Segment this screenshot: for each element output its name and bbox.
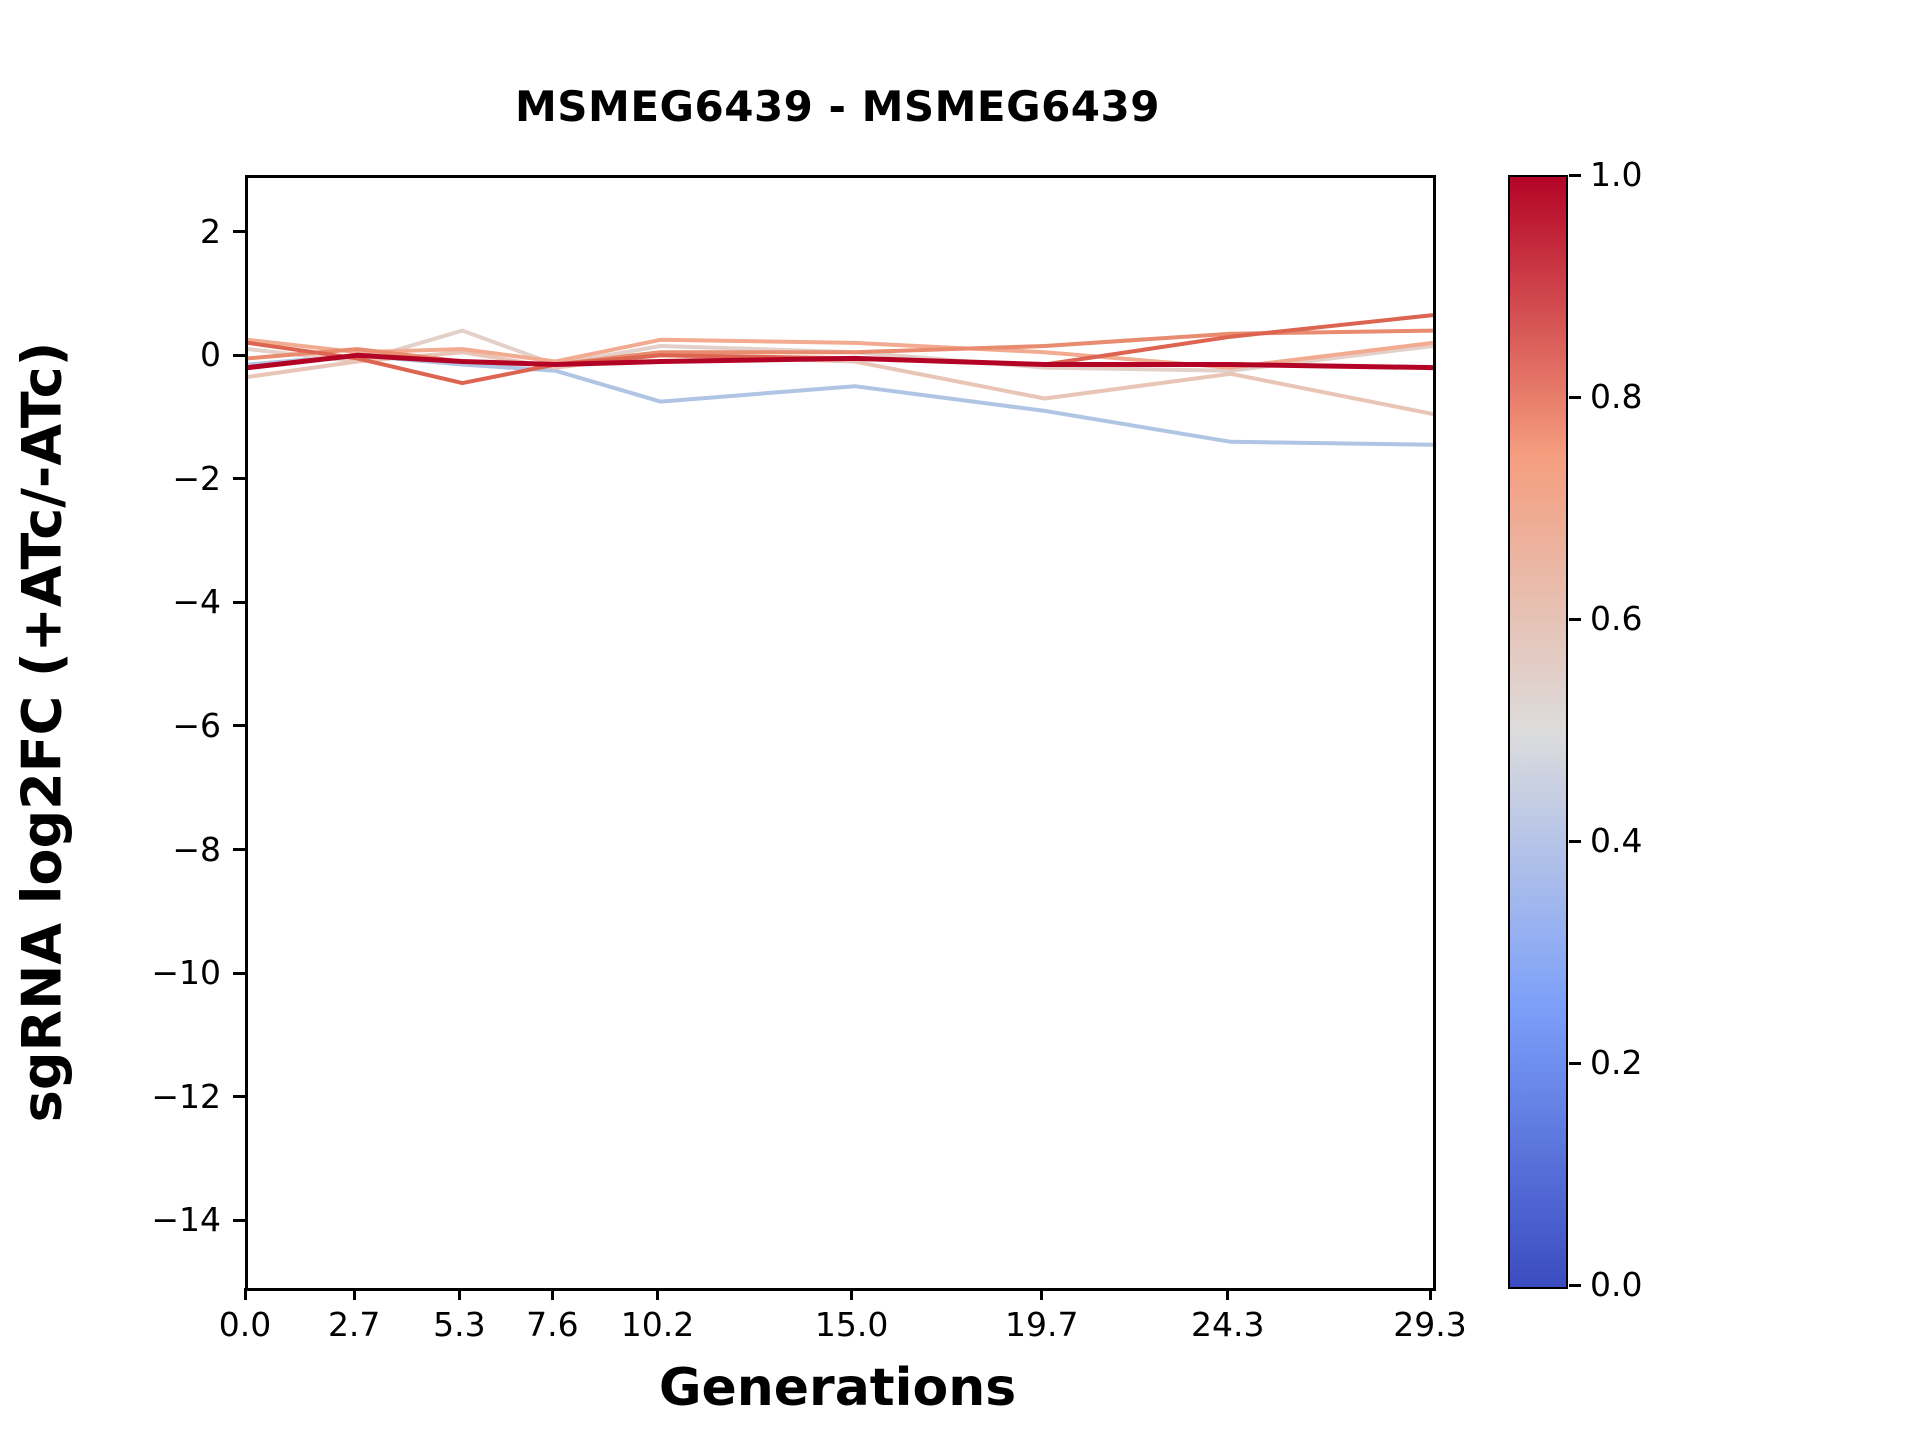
y-tick-mark [233, 848, 245, 852]
y-tick-mark [233, 971, 245, 975]
colorbar-gradient [1510, 177, 1566, 1287]
colorbar [1508, 175, 1568, 1289]
x-tick-mark [457, 1288, 461, 1300]
y-tick-mark [233, 1095, 245, 1099]
x-axis-label: Generations [658, 1358, 1017, 1418]
y-tick-mark [233, 724, 245, 728]
colorbar-tick-mark [1569, 839, 1581, 843]
x-tick-mark [1040, 1288, 1044, 1300]
x-tick-label: 10.2 [620, 1305, 695, 1344]
y-tick-mark [233, 230, 245, 234]
colorbar-tick-label: 1.0 [1590, 155, 1643, 194]
colorbar-tick-label: 0.2 [1590, 1043, 1643, 1082]
colorbar-tick-mark [1569, 1283, 1581, 1287]
series-line-sgrna-7 [248, 352, 1433, 371]
colorbar-tick-label: 0.8 [1590, 377, 1643, 416]
colorbar-tick-label: 0.6 [1590, 599, 1643, 638]
y-tick-label: −6 [172, 705, 221, 745]
colorbar-tick-mark [1569, 617, 1581, 621]
y-tick-label: −12 [151, 1076, 221, 1116]
y-tick-label: −8 [172, 829, 221, 869]
colorbar-tick-mark [1569, 395, 1581, 399]
colorbar-tick-mark [1569, 1061, 1581, 1065]
series-line-sgrna-5 [248, 328, 1433, 367]
x-tick-mark [352, 1288, 356, 1300]
x-tick-label: 29.3 [1393, 1305, 1467, 1344]
colorbar-tick-mark [1569, 173, 1581, 177]
x-tick-label: 7.6 [526, 1305, 579, 1344]
x-tick-label: 2.7 [327, 1305, 381, 1344]
x-tick-label: 5.3 [433, 1305, 486, 1344]
y-tick-mark [233, 600, 245, 604]
y-tick-label: −14 [151, 1200, 221, 1240]
colorbar-tick-label: 0.0 [1590, 1265, 1643, 1304]
y-tick-label: −10 [151, 953, 221, 993]
x-tick-label: 24.3 [1191, 1305, 1265, 1344]
x-tick-mark [1428, 1288, 1432, 1300]
y-tick-label: 0 [200, 335, 221, 375]
x-tick-mark [550, 1288, 554, 1300]
y-tick-label: −4 [172, 582, 221, 622]
y-tick-label: 2 [200, 211, 221, 251]
y-tick-mark [233, 477, 245, 481]
x-tick-mark [1226, 1288, 1230, 1300]
x-tick-label: 0.0 [218, 1305, 272, 1344]
y-tick-label: −2 [172, 458, 221, 498]
plot-area [245, 175, 1436, 1291]
x-tick-mark [243, 1288, 247, 1300]
y-tick-mark [233, 353, 245, 357]
y-tick-mark [233, 1218, 245, 1222]
colorbar-tick-label: 0.4 [1590, 821, 1643, 860]
x-tick-mark [656, 1288, 660, 1300]
x-tick-label: 15.0 [814, 1305, 889, 1344]
chart-title: MSMEG6439 - MSMEG6439 [515, 82, 1160, 131]
x-tick-label: 19.7 [1004, 1305, 1079, 1344]
line-series-canvas [248, 313, 1433, 447]
x-tick-mark [850, 1288, 854, 1300]
series-line-sgrna-6 [248, 313, 1433, 386]
